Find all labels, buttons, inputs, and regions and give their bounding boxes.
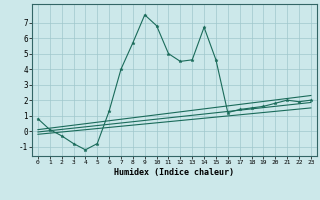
X-axis label: Humidex (Indice chaleur): Humidex (Indice chaleur) — [115, 168, 234, 177]
